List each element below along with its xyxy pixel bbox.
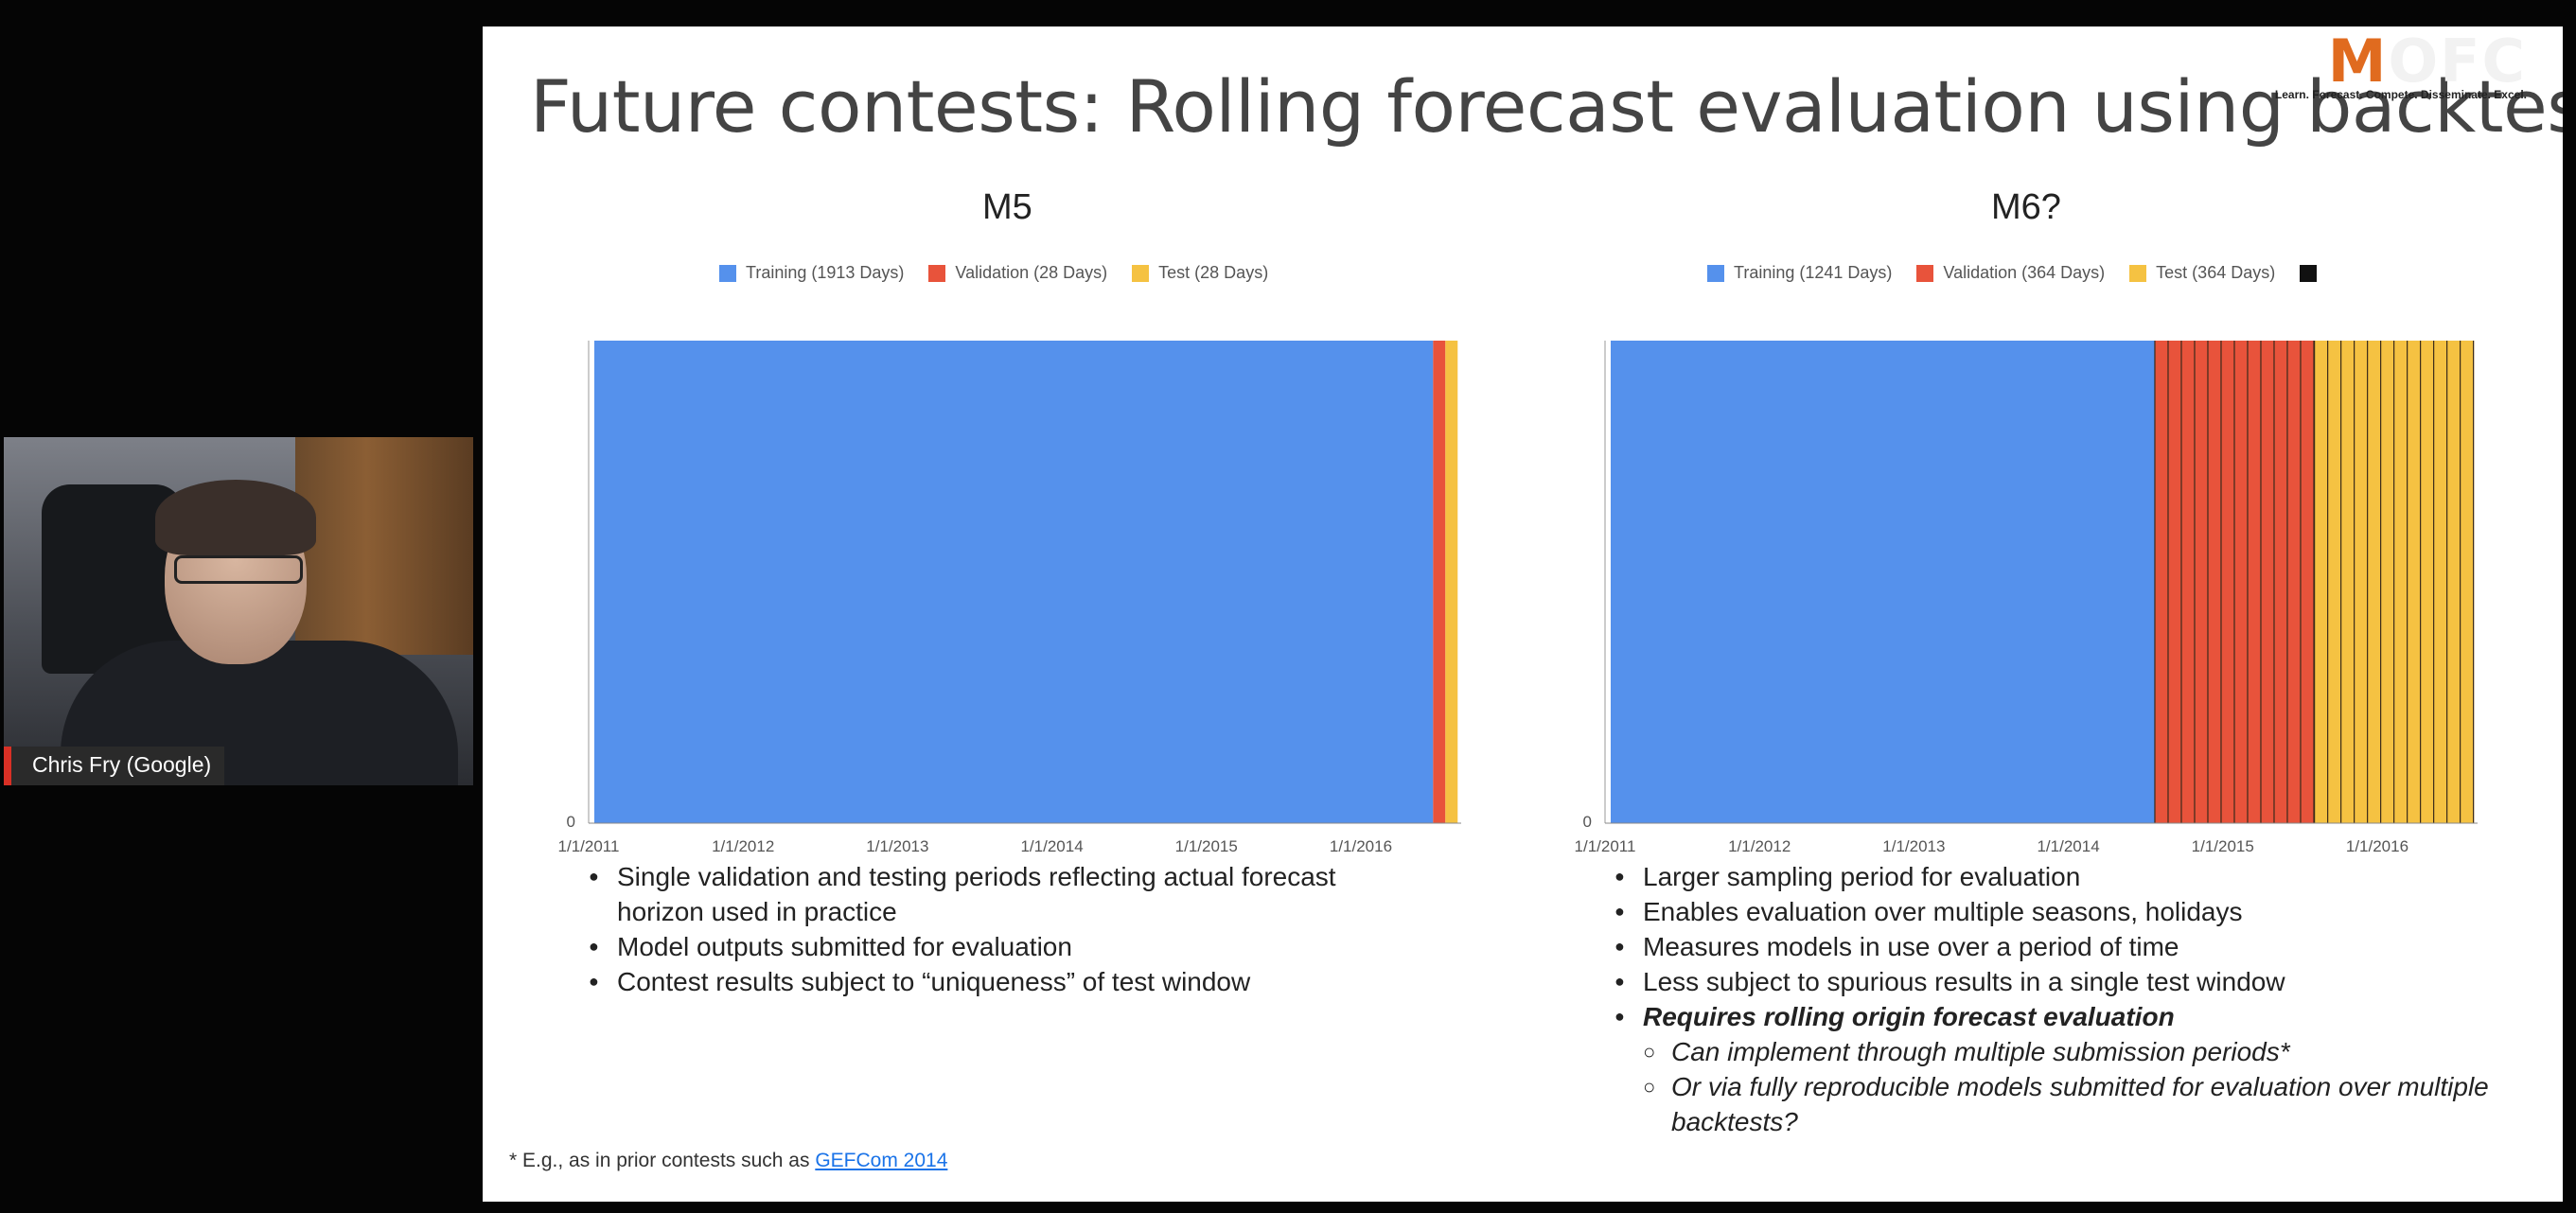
- m6-bullet: Less subject to spurious results in a si…: [1614, 964, 2523, 999]
- x-tick-label: 1/1/2016: [1330, 837, 1392, 855]
- m6-bullet-list: Larger sampling period for evaluation En…: [1614, 859, 2523, 1139]
- x-tick-label: 1/1/2011: [558, 837, 620, 855]
- x-tick-label: 1/1/2012: [1728, 837, 1791, 855]
- m5-bullet: Single validation and testing periods re…: [589, 859, 1421, 929]
- x-tick-label: 1/1/2012: [712, 837, 774, 855]
- x-tick-label: 1/1/2011: [1575, 837, 1636, 855]
- x-tick-label: 1/1/2015: [2192, 837, 2254, 855]
- x-tick-label: 1/1/2015: [1175, 837, 1238, 855]
- slide-footnote: * E.g., as in prior contests such as GEF…: [509, 1150, 948, 1171]
- m5-legend-validation: Validation (28 Days): [928, 263, 1107, 283]
- presentation-slide: Future contests: Rolling forecast evalua…: [483, 26, 2563, 1202]
- x-tick-label: 1/1/2013: [866, 837, 928, 855]
- x-tick-label: 1/1/2013: [1882, 837, 1945, 855]
- participant-name-tag: Chris Fry (Google): [4, 747, 225, 785]
- m6-sub-bullet: Can implement through multiple submissio…: [1643, 1034, 2523, 1069]
- m6-chart-title: M6?: [1991, 187, 2061, 227]
- bar-segment-1: [1433, 341, 1446, 823]
- m6-legend-extra-swatch: [2300, 264, 2326, 282]
- y-tick-label: 0: [1583, 813, 1592, 831]
- m5-chart-title: M5: [982, 187, 1032, 227]
- participant-glasses: [174, 555, 303, 584]
- x-tick-label: 1/1/2014: [1020, 837, 1083, 855]
- logo-tagline: Learn. Forecast. Compete. Disseminate. E…: [2274, 88, 2527, 101]
- logo-letter-m: M: [2327, 26, 2389, 96]
- m6-bullet: Measures models in use over a period of …: [1614, 929, 2523, 964]
- m6-legend-validation: Validation (364 Days): [1916, 263, 2105, 283]
- bar-segment-0: [1611, 341, 2155, 823]
- bar-segment-2: [1445, 341, 1458, 823]
- m6-sub-bullet-list: Can implement through multiple submissio…: [1614, 1034, 2523, 1139]
- m5-legend-training: Training (1913 Days): [719, 263, 904, 283]
- m6-legend-test: Test (364 Days): [2129, 263, 2275, 283]
- m6-bullet: Larger sampling period for evaluation: [1614, 859, 2523, 894]
- m6-legend: Training (1241 Days) Validation (364 Day…: [1707, 263, 2351, 283]
- slide-title: Future contests: Rolling forecast evalua…: [530, 64, 2563, 149]
- m5-bullet-list: Single validation and testing periods re…: [589, 859, 1421, 999]
- participant-video-tile[interactable]: Chris Fry (Google): [4, 437, 473, 785]
- m6-bullet-emphasis: Requires rolling origin forecast evaluat…: [1614, 999, 2523, 1034]
- logo-text: OFC: [2388, 26, 2527, 96]
- m5-legend: Training (1913 Days) Validation (28 Days…: [719, 263, 1293, 283]
- m6-timeline-chart: 0 1/1/2011 1/1/2012 1/1/2013 1/1/2014 1/1/201…: [1575, 341, 2478, 855]
- gefcom-link[interactable]: GEFCom 2014: [815, 1150, 948, 1171]
- mofc-logo: MOFC Learn. Forecast. Compete. Dissemina…: [2275, 26, 2527, 101]
- participant-hair: [155, 480, 316, 555]
- y-tick-label: 0: [567, 813, 575, 831]
- m5-bullet: Model outputs submitted for evaluation: [589, 929, 1421, 964]
- m5-timeline-chart: 0 1/1/2011 1/1/2012 1/1/2013 1/1/2014 1/1/201…: [558, 341, 1461, 855]
- m6-sub-bullet: Or via fully reproducible models submitt…: [1643, 1069, 2523, 1139]
- m5-legend-test: Test (28 Days): [1132, 263, 1268, 283]
- m5-bullet: Contest results subject to “uniqueness” …: [589, 964, 1421, 999]
- m6-bullet: Enables evaluation over multiple seasons…: [1614, 894, 2523, 929]
- x-tick-label: 1/1/2014: [2037, 837, 2099, 855]
- bookshelf-background: [295, 437, 473, 655]
- x-tick-label: 1/1/2016: [2346, 837, 2408, 855]
- m6-legend-training: Training (1241 Days): [1707, 263, 1892, 283]
- bar-segment-0: [594, 341, 1434, 823]
